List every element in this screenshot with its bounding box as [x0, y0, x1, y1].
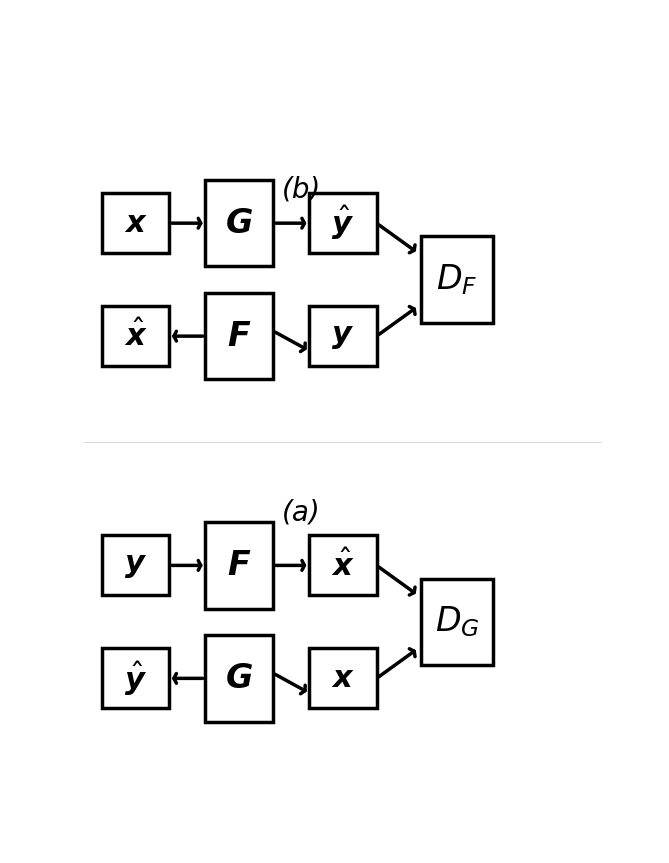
Text: $\boldsymbol{y}$: $\boldsymbol{y}$	[331, 322, 355, 350]
Text: $\boldsymbol{D_G}$: $\boldsymbol{D_G}$	[435, 604, 479, 639]
Text: $\hat{\boldsymbol{x}}$: $\hat{\boldsymbol{x}}$	[124, 320, 147, 352]
Text: $\boldsymbol{D_F}$: $\boldsymbol{D_F}$	[436, 262, 478, 297]
FancyBboxPatch shape	[102, 648, 169, 709]
FancyBboxPatch shape	[309, 535, 377, 595]
Text: $\hat{\boldsymbol{y}}$: $\hat{\boldsymbol{y}}$	[124, 659, 147, 697]
FancyBboxPatch shape	[205, 635, 273, 721]
FancyBboxPatch shape	[309, 306, 377, 366]
FancyBboxPatch shape	[205, 522, 273, 608]
Text: (b): (b)	[282, 176, 321, 204]
Text: $\hat{\boldsymbol{y}}$: $\hat{\boldsymbol{y}}$	[331, 204, 355, 243]
FancyBboxPatch shape	[421, 579, 493, 665]
Text: $\boldsymbol{F}$: $\boldsymbol{F}$	[227, 549, 252, 582]
Text: $\boldsymbol{G}$: $\boldsymbol{G}$	[225, 662, 253, 695]
Text: $\boldsymbol{x}$: $\boldsymbol{x}$	[124, 209, 147, 237]
FancyBboxPatch shape	[309, 648, 377, 709]
FancyBboxPatch shape	[102, 193, 169, 253]
FancyBboxPatch shape	[309, 193, 377, 253]
FancyBboxPatch shape	[421, 236, 493, 323]
Text: $\boldsymbol{x}$: $\boldsymbol{x}$	[331, 664, 355, 693]
Text: $\boldsymbol{y}$: $\boldsymbol{y}$	[124, 551, 147, 580]
Text: $\boldsymbol{G}$: $\boldsymbol{G}$	[225, 206, 253, 240]
Text: (a): (a)	[282, 498, 320, 526]
Text: $\boldsymbol{F}$: $\boldsymbol{F}$	[227, 319, 252, 353]
Text: $\hat{\boldsymbol{x}}$: $\hat{\boldsymbol{x}}$	[331, 549, 355, 582]
FancyBboxPatch shape	[205, 293, 273, 380]
FancyBboxPatch shape	[102, 306, 169, 366]
FancyBboxPatch shape	[102, 535, 169, 595]
FancyBboxPatch shape	[205, 180, 273, 267]
